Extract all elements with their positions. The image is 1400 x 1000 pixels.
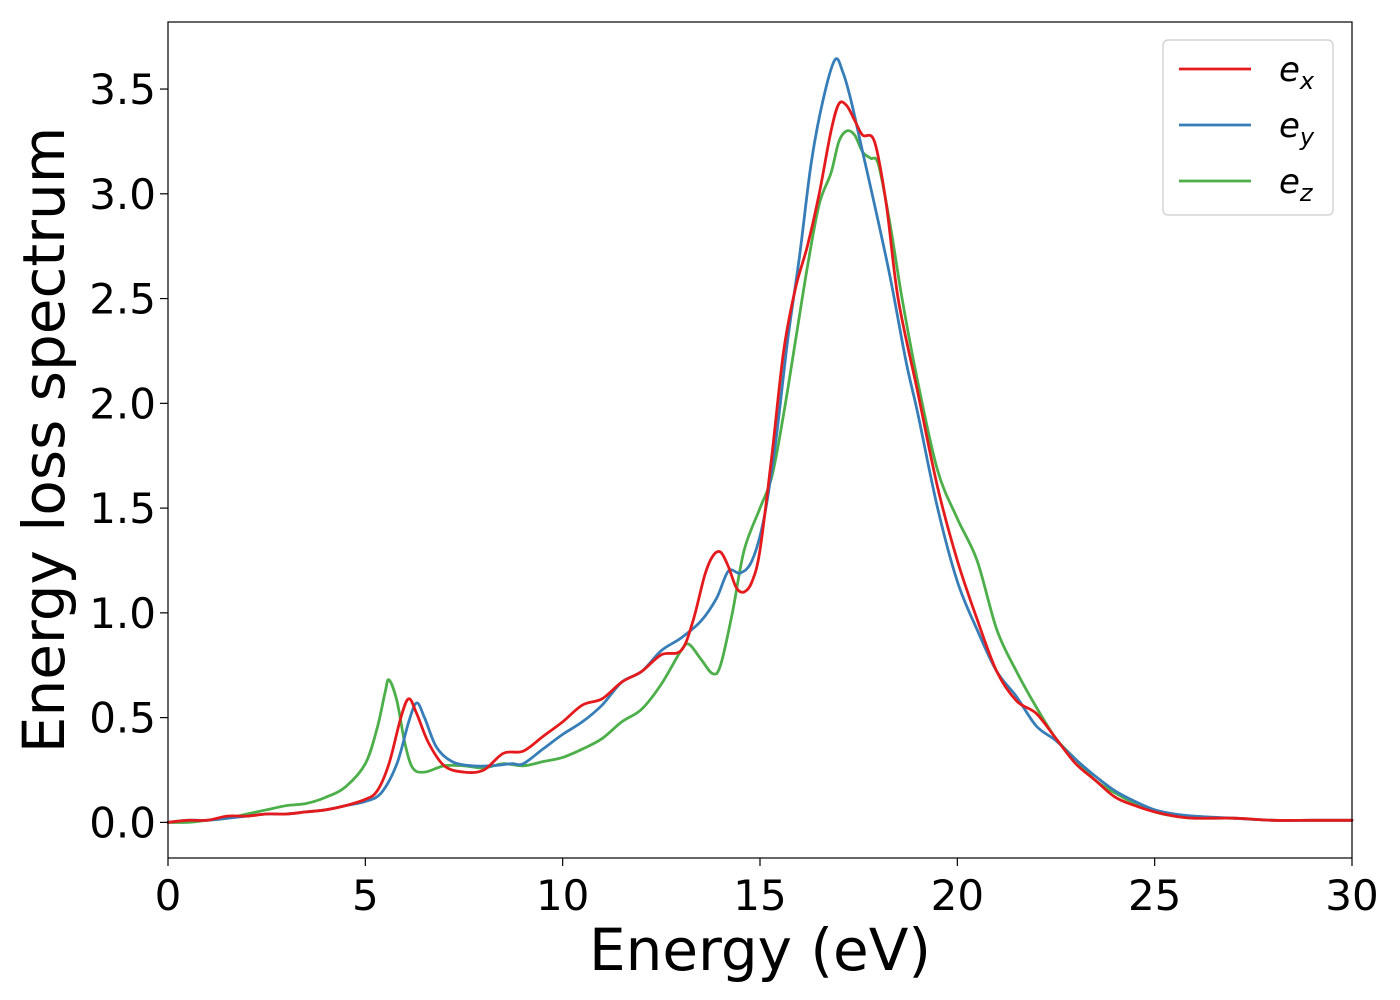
- y-tick-label: 1.0: [89, 589, 156, 638]
- legend-label: ey: [1279, 106, 1315, 151]
- y-axis: 0.0 0.5 1.0 1.5 2.0 2.5 3.0 3.5: [89, 65, 168, 847]
- x-tick-label: 0: [155, 871, 182, 920]
- y-tick-label: 3.5: [89, 65, 156, 114]
- legend-label: ex: [1279, 50, 1315, 95]
- legend-entry-e-x: ex: [1179, 50, 1315, 95]
- y-tick-label: 3.0: [89, 170, 156, 219]
- y-tick-label: 0.5: [89, 694, 156, 743]
- legend-entry-e-y: ey: [1179, 106, 1315, 151]
- legend-label-main: e: [1279, 106, 1300, 146]
- series-line-e-x: [166, 100, 1354, 824]
- legend-entry-e-z: ez: [1179, 162, 1314, 207]
- x-tick-label: 20: [931, 871, 984, 920]
- series-line-e-y: [166, 57, 1354, 824]
- x-tick-label: 30: [1325, 871, 1378, 920]
- x-axis: 0 5 10 15 20 25 30: [155, 858, 1379, 920]
- x-tick-label: 15: [733, 871, 786, 920]
- series-line-e-z: [166, 129, 1354, 824]
- x-axis-label: Energy (eV): [589, 916, 931, 984]
- legend-label-subscript: z: [1299, 179, 1314, 207]
- y-tick-label: 0.0: [89, 798, 156, 847]
- y-axis-label: Energy loss spectrum: [10, 127, 78, 753]
- series-layer: [166, 57, 1354, 824]
- legend-label: ez: [1279, 162, 1314, 207]
- x-tick-label: 10: [536, 871, 589, 920]
- x-tick-label: 5: [352, 871, 379, 920]
- y-tick-label: 2.5: [89, 275, 156, 324]
- legend-label-subscript: y: [1299, 123, 1315, 151]
- legend-label-main: e: [1279, 162, 1300, 202]
- y-tick-label: 2.0: [89, 379, 156, 428]
- x-tick-label: 25: [1128, 871, 1181, 920]
- legend-label-main: e: [1279, 50, 1300, 90]
- legend-box: [1162, 39, 1334, 216]
- legend-label-subscript: x: [1299, 67, 1315, 95]
- y-tick-label: 1.5: [89, 484, 156, 533]
